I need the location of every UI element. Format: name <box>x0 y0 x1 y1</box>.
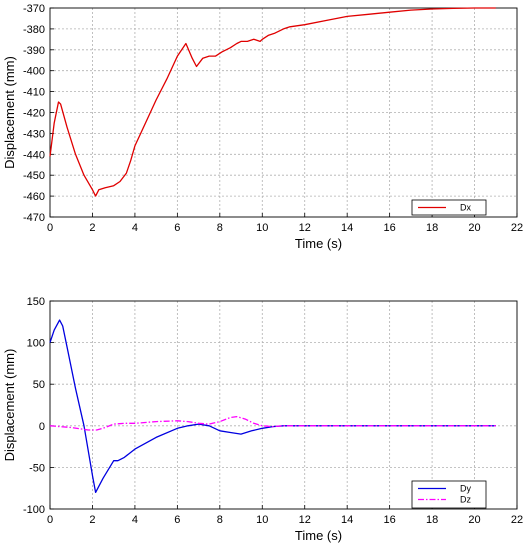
x-tick-label: 10 <box>256 514 268 526</box>
plot-area <box>50 301 517 509</box>
x-tick-label: 22 <box>511 222 523 234</box>
y-tick-label: 50 <box>33 379 45 391</box>
y-tick-label: -470 <box>23 212 45 224</box>
top-chart: 0 2 4 6 8 10 12 14 16 18 20 22 -370 -380 -390 -400 -410 -… <box>2 3 523 251</box>
x-tick-label: 8 <box>217 514 223 526</box>
x-tick-label: 20 <box>468 514 480 526</box>
y-tick-label: -460 <box>23 191 45 203</box>
series-line-dz <box>49 415 496 431</box>
axes-frame <box>49 300 518 510</box>
series-line-dx <box>49 7 496 197</box>
y-tick-label: -430 <box>23 128 45 140</box>
x-axis-label: Time (s) <box>295 528 342 543</box>
axes-frame <box>49 7 518 218</box>
legend-box <box>411 199 487 216</box>
y-axis-label: Displacement (mm) <box>2 349 17 462</box>
x-tick-label: 14 <box>341 222 353 234</box>
y-tick-label: -370 <box>23 3 45 15</box>
legend-label-dx: Dx <box>460 203 471 213</box>
y-tick-label: -50 <box>29 462 45 474</box>
x-tick-label: 2 <box>89 222 95 234</box>
x-tick-label: 10 <box>256 222 268 234</box>
x-tick-label: 12 <box>299 222 311 234</box>
y-tick-label: -380 <box>23 24 45 36</box>
y-tick-label: 100 <box>27 338 45 350</box>
x-axis-label: Time (s) <box>295 236 342 251</box>
x-tick-label: 16 <box>384 222 396 234</box>
x-tick-label: 0 <box>47 514 53 526</box>
bottom-chart: 0 2 4 6 8 10 12 14 16 18 20 22 150 100 50 0 -50 -100 Time … <box>2 296 523 543</box>
legend-box <box>411 480 487 509</box>
y-tick-label: -400 <box>23 66 45 78</box>
x-tick-label: 8 <box>217 222 223 234</box>
x-tick-label: 18 <box>426 222 438 234</box>
x-tick-label: 2 <box>89 514 95 526</box>
x-tick-label: 0 <box>47 222 53 234</box>
x-tick-label: 4 <box>132 222 138 234</box>
x-tick-label: 4 <box>132 514 138 526</box>
y-tick-label: 150 <box>27 296 45 308</box>
x-tick-label: 22 <box>511 514 523 526</box>
y-axis-label: Displacement (mm) <box>2 56 17 169</box>
y-tick-label: -440 <box>23 149 45 161</box>
y-tick-label: 0 <box>39 421 45 433</box>
x-tick-label: 12 <box>299 514 311 526</box>
y-tick-label: -450 <box>23 170 45 182</box>
y-tick-label: -390 <box>23 45 45 57</box>
x-tick-label: 6 <box>174 514 180 526</box>
x-tick-label: 14 <box>341 514 353 526</box>
x-tick-label: 6 <box>174 222 180 234</box>
x-tick-label: 20 <box>468 222 480 234</box>
x-tick-label: 16 <box>384 514 396 526</box>
y-tick-label: -420 <box>23 108 45 120</box>
x-tick-label: 18 <box>426 514 438 526</box>
legend-label-dy: Dy <box>460 484 471 494</box>
y-tick-label: -100 <box>23 504 45 516</box>
y-tick-label: -410 <box>23 87 45 99</box>
legend-label-dz: Dz <box>460 495 471 505</box>
